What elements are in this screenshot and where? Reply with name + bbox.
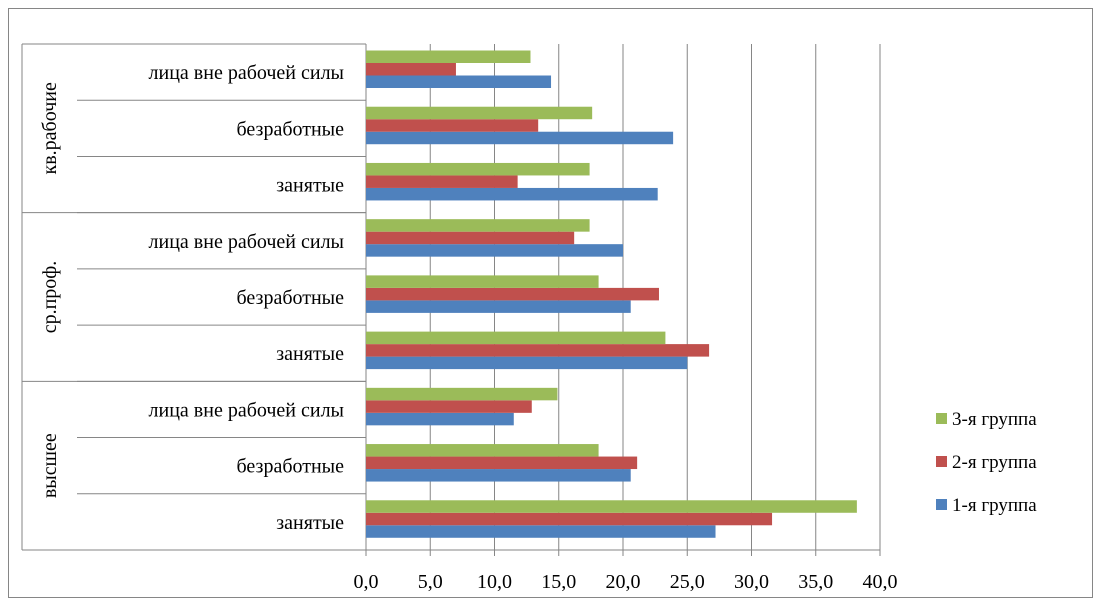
category-label: занятые bbox=[276, 512, 344, 534]
bar bbox=[366, 287, 659, 301]
bar bbox=[366, 469, 631, 482]
x-tick-label: 0,0 bbox=[354, 571, 379, 593]
bar bbox=[366, 344, 710, 357]
category-label: лица вне рабочей силы bbox=[149, 62, 344, 84]
legend: 3-я группа 2-я группа 1-я группа bbox=[936, 409, 1037, 516]
bar bbox=[366, 444, 599, 457]
legend-swatch bbox=[936, 499, 947, 510]
bar bbox=[366, 75, 552, 88]
bar bbox=[366, 231, 575, 245]
bar bbox=[366, 512, 773, 526]
bar bbox=[366, 525, 716, 538]
bar bbox=[366, 119, 539, 132]
bar bbox=[366, 50, 531, 63]
category-label: занятые bbox=[276, 343, 344, 365]
category-label: лица вне рабочей силы bbox=[149, 399, 344, 421]
x-tick-label: 10,0 bbox=[477, 571, 512, 593]
x-tick-label: 5,0 bbox=[418, 571, 443, 593]
bar bbox=[366, 187, 658, 201]
bars bbox=[366, 50, 857, 538]
group-label: ср.проф. bbox=[39, 261, 61, 334]
bar bbox=[366, 356, 688, 370]
category-label: безработные bbox=[237, 287, 345, 309]
legend-swatch bbox=[936, 456, 947, 467]
bar bbox=[366, 63, 456, 76]
category-label: лица вне рабочей силы bbox=[149, 231, 344, 253]
bar bbox=[366, 387, 558, 401]
bar bbox=[366, 275, 599, 288]
bar bbox=[366, 400, 532, 413]
bar bbox=[366, 244, 623, 257]
x-tick-label: 35,0 bbox=[798, 571, 833, 593]
bar bbox=[366, 412, 514, 426]
bar bbox=[366, 331, 666, 345]
category-label: безработные bbox=[237, 456, 345, 478]
bar bbox=[366, 175, 518, 188]
legend-label: 2-я группа bbox=[952, 452, 1037, 473]
group-label: кв.рабочие bbox=[39, 82, 61, 174]
bar bbox=[366, 456, 638, 470]
bar bbox=[366, 162, 590, 176]
category-label: безработные bbox=[237, 118, 345, 140]
legend-label: 3-я группа bbox=[952, 409, 1037, 430]
x-tick-label: 25,0 bbox=[670, 571, 705, 593]
legend-label: 1-я группа bbox=[952, 495, 1037, 516]
bar bbox=[366, 219, 590, 232]
x-tick-label: 30,0 bbox=[734, 571, 769, 593]
bar bbox=[366, 131, 674, 145]
group-label: высшее bbox=[39, 433, 61, 498]
x-tick-label: 20,0 bbox=[606, 571, 641, 593]
value-axis: 0,0 5,0 10,0 15,0 20,0 25,0 30,0 35,0 40,0 bbox=[354, 550, 898, 593]
bar bbox=[366, 300, 631, 313]
x-tick-label: 40,0 bbox=[863, 571, 898, 593]
category-label: занятые bbox=[276, 175, 344, 197]
legend-swatch bbox=[936, 413, 947, 424]
bar bbox=[366, 106, 593, 120]
x-tick-label: 15,0 bbox=[541, 571, 576, 593]
bar bbox=[366, 500, 857, 513]
